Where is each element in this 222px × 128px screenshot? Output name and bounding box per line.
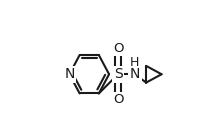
Text: H: H bbox=[130, 56, 139, 69]
Text: S: S bbox=[114, 67, 122, 81]
Text: N: N bbox=[129, 67, 140, 81]
Text: O: O bbox=[113, 93, 123, 106]
Text: O: O bbox=[113, 42, 123, 55]
Text: N: N bbox=[64, 67, 75, 81]
